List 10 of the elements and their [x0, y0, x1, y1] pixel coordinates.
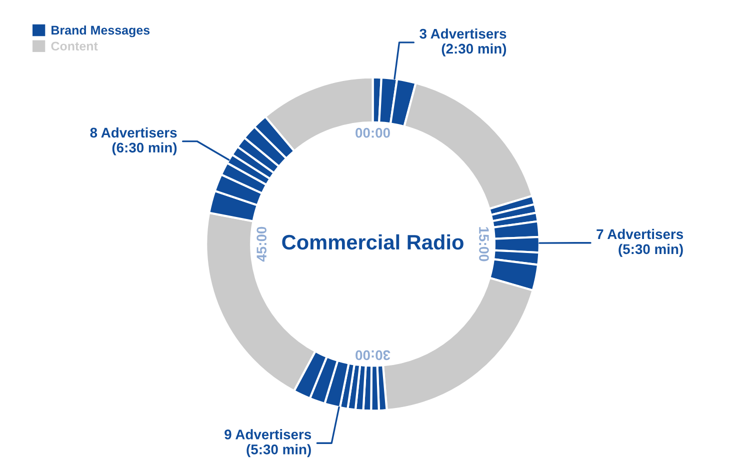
text: 8 Advertisers (6:30 min)	[90, 127, 177, 156]
text: 30:00	[356, 350, 390, 360]
legend-label: Brand Messages	[52, 25, 150, 38]
text: 15:00	[479, 227, 489, 262]
text: 3 Advertisers (2:30 min)	[420, 28, 506, 56]
text: 00:00	[356, 128, 390, 138]
text: Commercial Radio	[282, 234, 464, 250]
text: 45:00	[256, 226, 267, 262]
text: 9 Advertisers (5:30 min)	[224, 429, 312, 458]
text: 7 Advertisers (5:30 min)	[596, 228, 684, 257]
